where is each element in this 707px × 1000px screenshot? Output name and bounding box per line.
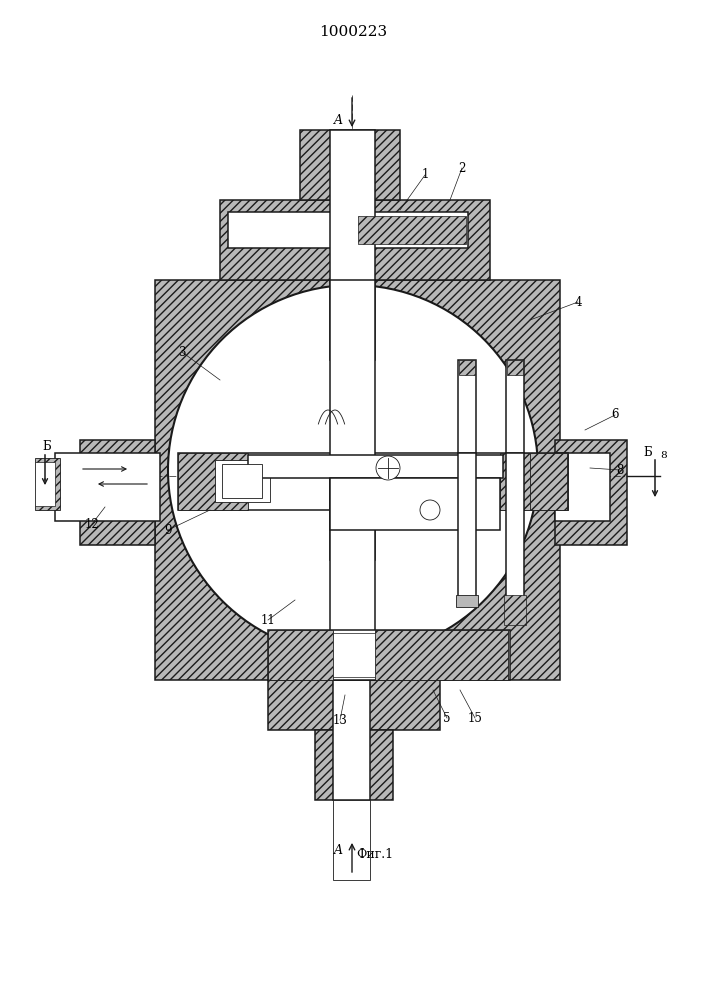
Bar bbox=[330, 130, 375, 360]
Bar bbox=[222, 464, 262, 498]
Bar bbox=[228, 212, 468, 248]
Text: 12: 12 bbox=[85, 518, 100, 530]
Text: 13: 13 bbox=[332, 714, 347, 726]
Bar bbox=[178, 453, 568, 510]
Bar bbox=[506, 360, 524, 453]
Bar bbox=[268, 630, 333, 680]
Bar bbox=[300, 130, 400, 200]
Text: 11: 11 bbox=[261, 613, 275, 626]
Bar bbox=[504, 595, 526, 625]
Bar bbox=[500, 453, 568, 510]
Text: 1: 1 bbox=[421, 168, 428, 182]
Bar bbox=[330, 478, 500, 530]
Bar bbox=[456, 595, 478, 607]
Circle shape bbox=[168, 285, 538, 655]
Text: 9: 9 bbox=[164, 524, 172, 536]
Bar bbox=[530, 453, 567, 510]
Circle shape bbox=[420, 500, 440, 520]
Bar bbox=[375, 630, 508, 680]
Text: 3: 3 bbox=[178, 346, 186, 359]
Bar bbox=[268, 680, 440, 730]
Bar bbox=[507, 360, 523, 375]
Bar bbox=[315, 730, 393, 800]
Bar bbox=[459, 360, 475, 375]
Text: 5: 5 bbox=[443, 712, 451, 724]
Text: A: A bbox=[334, 844, 342, 856]
Bar bbox=[330, 470, 375, 680]
Bar bbox=[458, 360, 476, 453]
Bar bbox=[35, 462, 55, 506]
Bar bbox=[506, 453, 524, 623]
Bar bbox=[215, 460, 270, 502]
Text: 4: 4 bbox=[574, 296, 582, 308]
Bar bbox=[555, 453, 610, 521]
Bar bbox=[358, 216, 466, 244]
Text: 6: 6 bbox=[612, 408, 619, 422]
Bar bbox=[220, 200, 490, 280]
Text: A: A bbox=[334, 113, 342, 126]
Bar bbox=[35, 458, 60, 510]
Text: 8: 8 bbox=[660, 452, 667, 460]
Bar bbox=[330, 280, 375, 560]
Text: Б: Б bbox=[42, 440, 52, 454]
Text: 8: 8 bbox=[617, 464, 624, 477]
Text: 2: 2 bbox=[458, 161, 466, 174]
Bar bbox=[268, 630, 510, 680]
Bar bbox=[333, 800, 370, 880]
Bar bbox=[80, 440, 155, 545]
Bar bbox=[55, 453, 160, 521]
Bar bbox=[248, 455, 503, 478]
Bar bbox=[333, 633, 375, 677]
Bar bbox=[155, 280, 560, 680]
Text: Б: Б bbox=[643, 446, 653, 458]
Bar bbox=[555, 440, 627, 545]
Text: 1000223: 1000223 bbox=[320, 25, 387, 39]
Circle shape bbox=[376, 456, 400, 480]
Text: Фиг.1: Фиг.1 bbox=[356, 848, 394, 861]
Text: 15: 15 bbox=[467, 712, 482, 724]
Bar bbox=[178, 453, 248, 510]
Bar bbox=[333, 680, 370, 800]
Bar bbox=[458, 453, 476, 600]
